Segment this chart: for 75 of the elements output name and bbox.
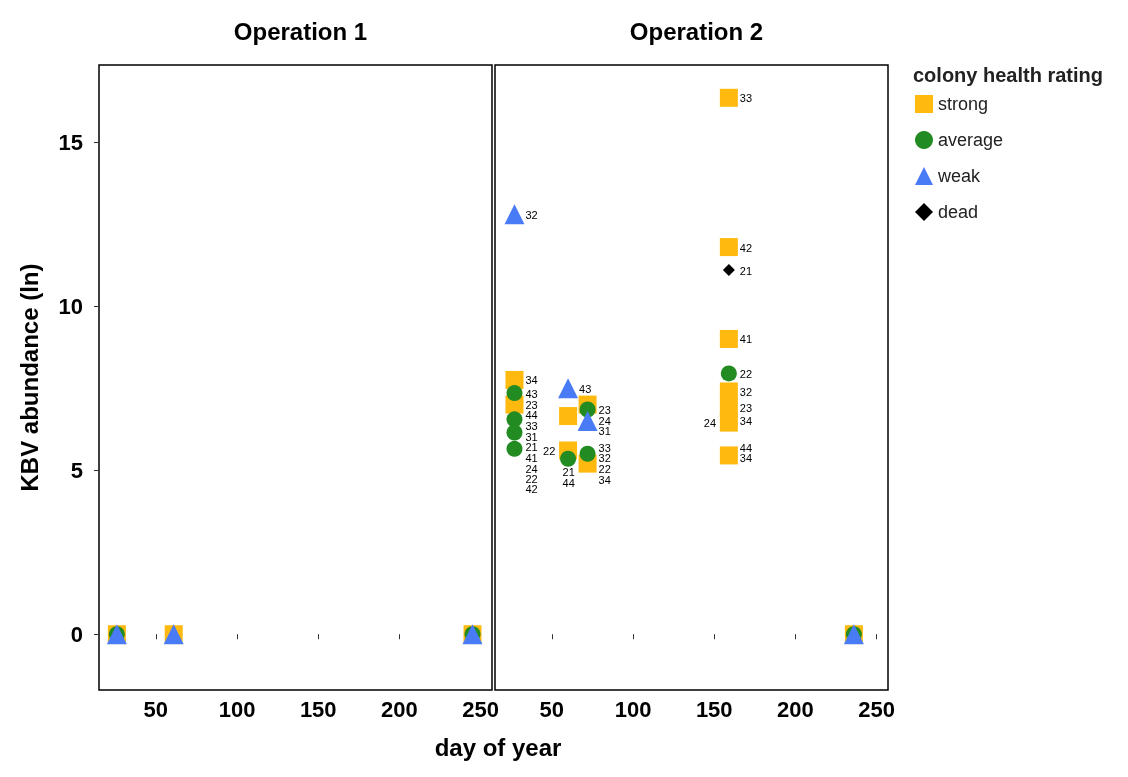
annotation: 32 <box>739 385 753 398</box>
point <box>504 204 525 225</box>
y-tick-label: 10 <box>58 293 83 319</box>
annotation: 32 <box>525 208 538 221</box>
point <box>719 446 738 465</box>
annotation: 23 <box>598 403 611 416</box>
point <box>559 407 578 426</box>
annotation: 44 <box>739 441 753 454</box>
chart-title: Operation 2 <box>629 17 764 45</box>
annotation: 41 <box>739 333 753 346</box>
annotation: 22 <box>543 445 556 457</box>
annotation: 32 <box>598 452 611 465</box>
legend-title: colony health rating <box>913 64 1104 86</box>
annotation: 31 <box>598 425 611 438</box>
point <box>719 88 738 107</box>
annotation: 33 <box>739 92 753 105</box>
x-tick-label: 200 <box>777 696 814 722</box>
x-tick-label: 100 <box>218 696 256 722</box>
annotation: 33 <box>598 441 611 454</box>
annotation: 42 <box>525 483 538 496</box>
point <box>719 382 738 401</box>
point <box>719 329 738 348</box>
point <box>506 440 523 457</box>
annotation: 41 <box>525 451 538 464</box>
annotation: 24 <box>525 462 538 475</box>
legend-label: average <box>938 130 1004 150</box>
legend-label: weak <box>937 166 982 186</box>
point <box>719 238 738 257</box>
legend-label: dead <box>938 202 979 222</box>
y-tick-label: 15 <box>58 129 83 155</box>
point <box>558 378 579 399</box>
x-tick-label: 150 <box>695 696 733 722</box>
annotation: 33 <box>525 420 538 433</box>
x-tick-label: 250 <box>462 696 499 722</box>
annotation: 22 <box>598 462 611 475</box>
y-tick-label: 5 <box>70 457 83 483</box>
annotation: 44 <box>525 409 538 422</box>
legend-label: strong <box>938 94 989 114</box>
point <box>720 365 737 382</box>
point <box>506 411 523 428</box>
y-tick-label: 0 <box>70 621 83 647</box>
point <box>506 385 523 402</box>
point <box>719 413 738 432</box>
annotation: 21 <box>562 466 575 479</box>
point <box>722 264 735 277</box>
annotation: 23 <box>739 402 753 415</box>
x-tick-label: 50 <box>143 696 169 722</box>
annotation: 24 <box>598 415 611 428</box>
annotation: 43 <box>579 382 592 395</box>
annotation: 42 <box>739 241 753 254</box>
point <box>506 424 523 441</box>
x-tick-label: 250 <box>858 696 895 722</box>
x-tick-label: 200 <box>381 696 418 722</box>
annotation: 44 <box>562 477 575 490</box>
x-tick-label: 150 <box>299 696 337 722</box>
annotation: 43 <box>525 387 538 400</box>
annotation: 34 <box>739 451 753 464</box>
annotation: 23 <box>525 399 538 412</box>
x-tick-label: 100 <box>614 696 652 722</box>
annotation: 34 <box>525 374 538 387</box>
annotation: 21 <box>525 440 538 453</box>
annotation: 31 <box>525 430 538 443</box>
annotation: 34 <box>739 415 753 428</box>
annotation: 21 <box>739 264 753 277</box>
x-tick-label: 50 <box>539 696 565 722</box>
point <box>579 445 596 462</box>
chart-title: Operation 1 <box>233 17 368 45</box>
annotation: 22 <box>739 367 753 380</box>
point <box>560 450 577 467</box>
x-axis-title: day of year <box>434 733 562 761</box>
y-axis-title: KBV abundance (ln) <box>15 263 43 492</box>
point <box>577 410 598 431</box>
annotation: 34 <box>598 473 611 486</box>
annotation: 24 <box>703 417 717 430</box>
annotation: 22 <box>525 473 538 485</box>
